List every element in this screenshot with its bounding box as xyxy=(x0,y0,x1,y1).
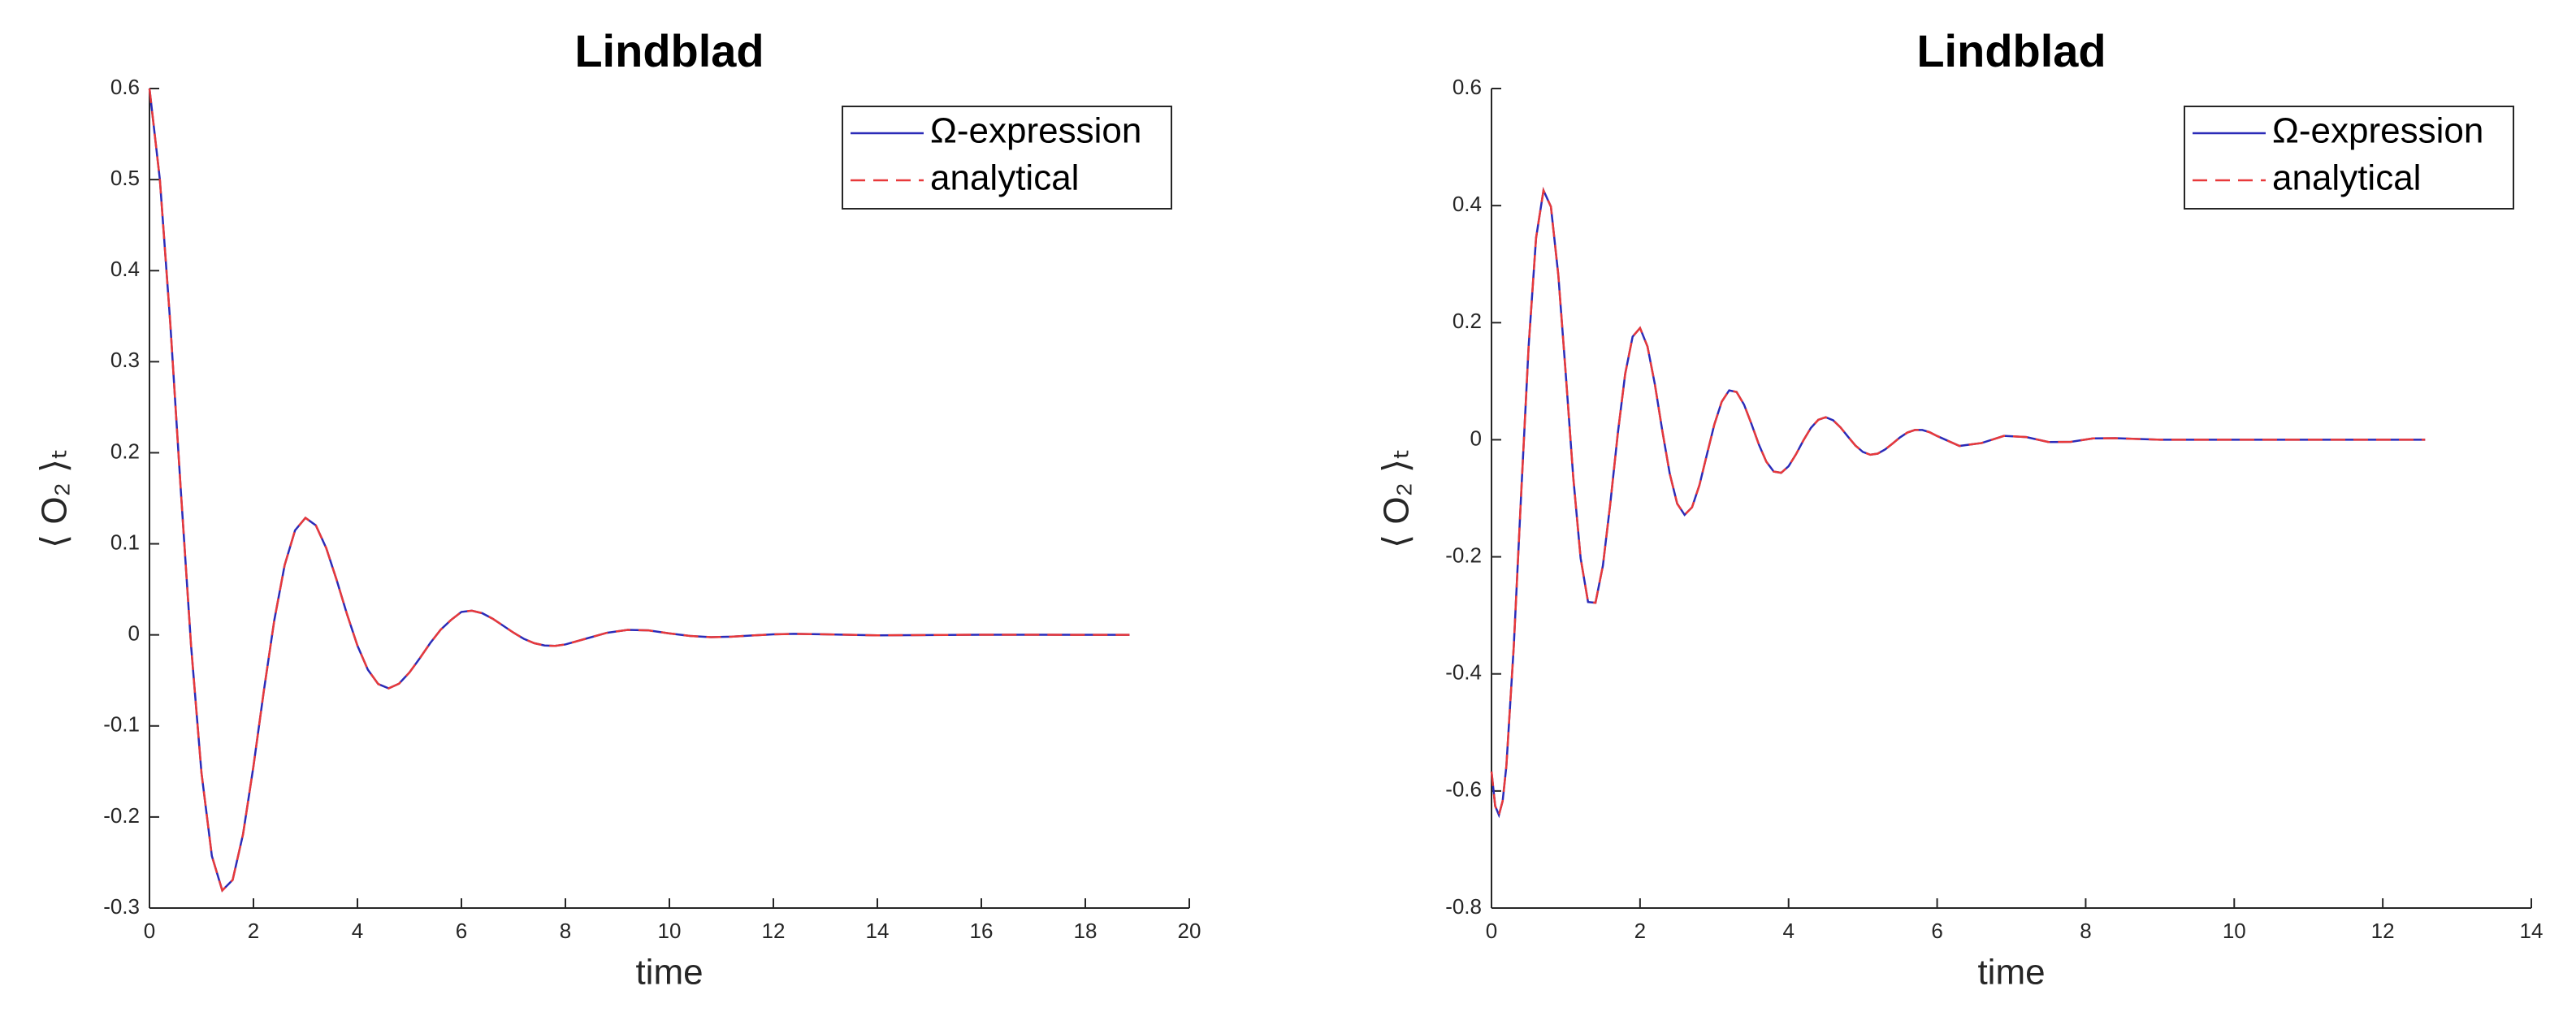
y-tick-label: 0.6 xyxy=(110,75,140,99)
x-tick-label: 14 xyxy=(2520,919,2544,943)
y-tick-label: 0.4 xyxy=(1453,192,1482,216)
x-tick-label: 12 xyxy=(2371,919,2395,943)
y-tick-label: -0.8 xyxy=(1445,894,1482,919)
x-tick-label: 4 xyxy=(1782,919,1794,943)
y-tick-label: 0 xyxy=(1470,426,1482,450)
x-tick-label: 2 xyxy=(248,919,259,943)
chart-title: Lindblad xyxy=(574,25,764,76)
y-tick-label: -0.1 xyxy=(103,712,140,737)
legend-label: analytical xyxy=(2272,158,2421,198)
x-tick-label: 4 xyxy=(352,919,363,943)
y-tick-label: 0.6 xyxy=(1453,75,1482,99)
chart: Lindblad time ⟨ O₂ ⟩ₜ 0 2 4 6 8 10 12 14 16 18 20 -0.3… xyxy=(35,25,1201,993)
y-tick-label: -0.2 xyxy=(1445,543,1482,567)
chart-title: Lindblad xyxy=(1916,25,2106,76)
y-tick-label: -0.4 xyxy=(1445,660,1482,685)
y-tick-label: -0.6 xyxy=(1445,777,1482,802)
y-tick-label: 0.4 xyxy=(110,257,140,281)
y-tick-label: 0.5 xyxy=(110,166,140,190)
x-tick-label: 0 xyxy=(1486,919,1497,943)
data-line xyxy=(1490,187,2426,819)
x-tick-label: 6 xyxy=(456,919,467,943)
y-axis-label: ⟨ O₂ ⟩ₜ xyxy=(1377,448,1417,548)
chart: Lindblad time ⟨ O₂ ⟩ₜ 0 2 4 6 8 10 12 14 -0.8 -0.6 -0… xyxy=(1377,25,2544,993)
x-tick-label: 20 xyxy=(1178,919,1201,943)
legend-label: analytical xyxy=(930,158,1079,198)
x-axis-label: time xyxy=(635,953,703,993)
legend-box xyxy=(842,106,1172,210)
x-tick-label: 8 xyxy=(560,919,571,943)
x-tick-label: 2 xyxy=(1634,919,1646,943)
x-tick-label: 14 xyxy=(866,919,890,943)
y-tick-label: -0.2 xyxy=(103,803,140,828)
y-axis-label: ⟨ O₂ ⟩ₜ xyxy=(35,448,75,548)
y-tick-label: -0.3 xyxy=(103,894,140,919)
legend-box xyxy=(2184,106,2514,210)
x-tick-label: 10 xyxy=(658,919,682,943)
legend-label: Ω-expression xyxy=(2272,111,2483,151)
x-tick-label: 6 xyxy=(1931,919,1942,943)
y-tick-label: 0.1 xyxy=(110,530,140,554)
x-tick-label: 16 xyxy=(970,919,994,943)
data-line xyxy=(1490,187,2426,819)
y-tick-label: 0.3 xyxy=(110,348,140,372)
data-line xyxy=(148,88,1130,893)
y-tick-label: 0.2 xyxy=(1453,309,1482,333)
legend-label: Ω-expression xyxy=(930,111,1141,151)
x-tick-label: 0 xyxy=(144,919,155,943)
y-tick-label: 0 xyxy=(128,621,140,646)
y-tick-label: 0.2 xyxy=(110,439,140,463)
x-tick-label: 8 xyxy=(2080,919,2091,943)
x-axis-label: time xyxy=(1977,953,2045,993)
x-tick-label: 18 xyxy=(1074,919,1098,943)
x-tick-label: 10 xyxy=(2223,919,2246,943)
x-tick-label: 12 xyxy=(762,919,786,943)
